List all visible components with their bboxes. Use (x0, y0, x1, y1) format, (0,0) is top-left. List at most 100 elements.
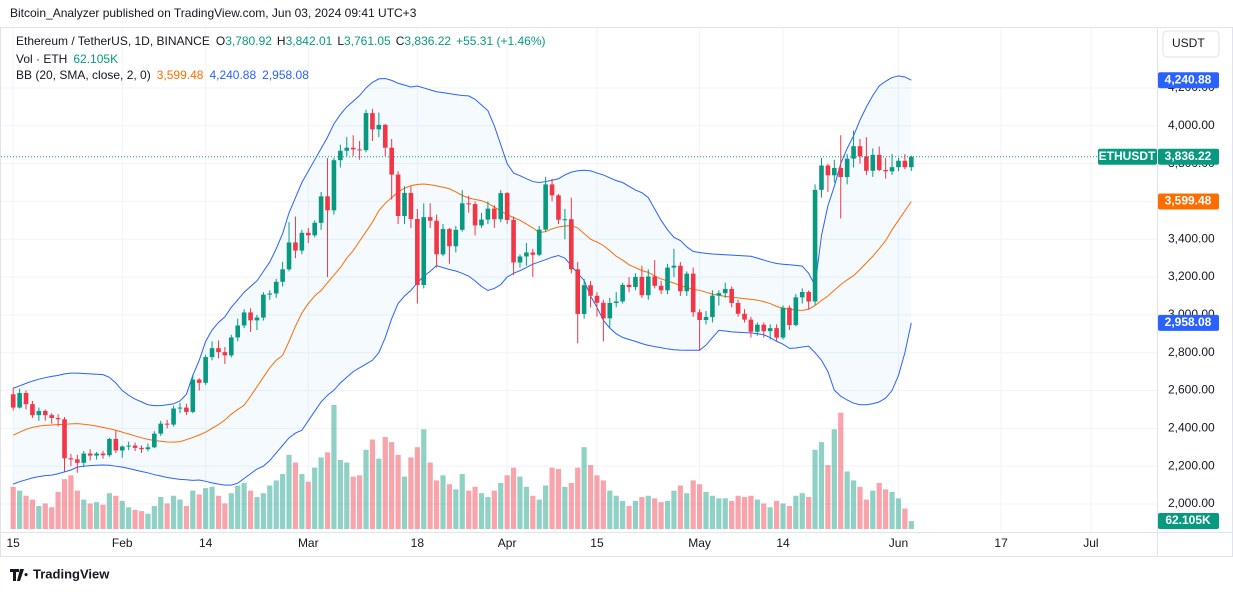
candle-body (273, 281, 279, 294)
currency[interactable]: USDT (1172, 36, 1205, 50)
volume-bar (453, 489, 459, 529)
candle-body (357, 149, 362, 151)
volume-bar (357, 475, 363, 529)
candle-body (729, 288, 734, 303)
y-tick-label: 3,200.00 (1168, 269, 1215, 283)
candle-body (299, 232, 305, 251)
candle-body (190, 379, 196, 412)
candle-body (748, 319, 754, 332)
last-price-tag (1158, 148, 1219, 165)
legend-item: BB (20, SMA, close, 2, 0) (16, 68, 151, 82)
candle-body (472, 204, 478, 226)
volume-bar (433, 480, 440, 529)
volume-bar (677, 485, 683, 529)
candle-body (17, 392, 22, 408)
candle-body (767, 328, 773, 332)
candle-body (229, 337, 234, 356)
volume-bar (113, 495, 119, 529)
volume-bar (562, 486, 568, 529)
candle-body (350, 147, 356, 150)
candle-body (81, 453, 87, 463)
candle-body (902, 160, 908, 168)
plot (1, 28, 1157, 532)
volume-bar (209, 486, 215, 529)
x-tick-label: 17 (994, 536, 1008, 550)
legend-item: H (277, 34, 286, 48)
last-price-tag-label: 3,836.22 (1165, 149, 1212, 163)
candle-body (530, 252, 536, 255)
candle-body (421, 217, 427, 286)
volume-bar (196, 494, 202, 529)
legend-item: 3,599.48 (157, 68, 204, 82)
volume-bar (203, 488, 209, 529)
candle-body (703, 316, 709, 320)
volume-bar (773, 500, 780, 529)
candle-body (338, 150, 343, 161)
candle-body (286, 242, 292, 270)
x-tick-label: 15 (7, 536, 21, 550)
candle-body (447, 229, 452, 247)
candle-body (241, 312, 247, 326)
volume-bar (478, 493, 485, 529)
candle-body (613, 301, 619, 303)
candle-body (838, 167, 844, 178)
volume-bar (260, 493, 266, 529)
volume-bar (344, 462, 350, 529)
volume-bar (594, 475, 600, 529)
candle-body (132, 445, 138, 448)
candle-body (363, 113, 369, 151)
volume-bar (632, 500, 639, 529)
volume-bar (138, 511, 145, 529)
volume-bar (838, 412, 844, 529)
legend-item: +55.31 (+1.46%) (456, 34, 545, 48)
candle-body (825, 165, 831, 176)
candle-body (626, 284, 632, 288)
candle-body (267, 293, 273, 295)
volume-bar (825, 465, 831, 529)
candle-body (30, 404, 35, 416)
x-tick-label: Feb (112, 536, 133, 550)
candle-body (466, 203, 471, 205)
candle-body (909, 156, 914, 168)
legend-item: L (337, 34, 344, 48)
candle-body (312, 222, 317, 236)
candle-body (511, 219, 516, 263)
currency-button[interactable] (1162, 30, 1220, 58)
volume-bar (780, 503, 786, 529)
candle-body (549, 184, 555, 196)
volume-bar (729, 500, 735, 529)
candle-body (389, 147, 394, 175)
volume-bar (119, 500, 125, 529)
x-tick-label: 14 (776, 536, 790, 550)
y-tick-label: 3,400.00 (1168, 231, 1215, 245)
x-tick-label: 15 (590, 536, 604, 550)
candle-body (280, 269, 285, 282)
candle-body (94, 453, 99, 456)
candle-body (524, 252, 529, 257)
band-fill (13, 75, 912, 486)
candle-body (812, 189, 818, 302)
volume-bar (312, 467, 318, 529)
candle-body (793, 297, 799, 326)
legend-row: BB (20, SMA, close, 2, 0) 3,599.48 4,240.8… (16, 68, 309, 82)
candle-body (774, 328, 779, 338)
candle-body (440, 229, 446, 255)
volume-bar (639, 497, 645, 529)
candle-body (819, 165, 824, 190)
volume-bar (510, 467, 517, 529)
volume-bar (421, 429, 427, 529)
volume-bar (703, 491, 709, 529)
volume-bar (446, 484, 453, 529)
volume-bar (42, 503, 48, 529)
volume-bar (247, 490, 254, 529)
band-upper (13, 75, 912, 407)
volume-bar (857, 486, 863, 529)
candle-body (588, 285, 593, 296)
x-tick-label: 18 (411, 536, 425, 550)
candle-body (787, 307, 792, 326)
volume-bar (812, 449, 818, 529)
volume-bar (498, 482, 504, 529)
volume-bar (806, 497, 812, 529)
candle-body (575, 269, 581, 314)
